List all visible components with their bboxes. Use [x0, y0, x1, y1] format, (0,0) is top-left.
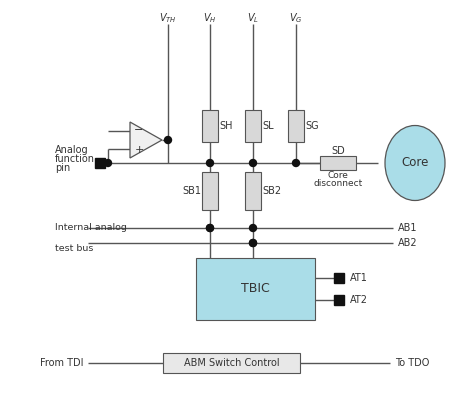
Text: Core: Core — [328, 170, 348, 180]
Text: disconnect: disconnect — [314, 178, 362, 188]
Text: SG: SG — [305, 121, 319, 131]
Text: test bus: test bus — [55, 244, 93, 253]
Text: pin: pin — [55, 163, 70, 173]
Text: Core: Core — [401, 156, 429, 170]
Text: TBIC: TBIC — [241, 282, 270, 296]
Circle shape — [207, 224, 213, 232]
Bar — [202, 172, 218, 210]
Ellipse shape — [385, 126, 445, 200]
Circle shape — [207, 160, 213, 166]
Text: SH: SH — [219, 121, 233, 131]
Text: SB1: SB1 — [182, 186, 201, 196]
Text: ABM Switch Control: ABM Switch Control — [184, 358, 279, 368]
Text: AB2: AB2 — [398, 238, 418, 248]
Circle shape — [292, 160, 299, 166]
Circle shape — [165, 136, 171, 144]
Text: AB1: AB1 — [398, 223, 418, 233]
Bar — [196, 258, 315, 320]
Text: SB2: SB2 — [262, 186, 281, 196]
Text: $V_{G}$: $V_{G}$ — [289, 11, 303, 25]
Text: function: function — [55, 154, 95, 164]
Circle shape — [105, 160, 112, 166]
Text: Internal analog: Internal analog — [55, 222, 127, 232]
Bar — [334, 294, 344, 304]
Bar — [320, 156, 356, 170]
Polygon shape — [130, 122, 162, 158]
Text: $V_{H}$: $V_{H}$ — [203, 11, 217, 25]
Text: SD: SD — [331, 146, 345, 156]
Circle shape — [250, 160, 256, 166]
Text: AT2: AT2 — [350, 294, 368, 304]
Text: Analog: Analog — [55, 145, 89, 155]
Text: To TDO: To TDO — [395, 358, 430, 368]
Text: $V_{TH}$: $V_{TH}$ — [159, 11, 177, 25]
Text: −: − — [134, 125, 143, 135]
Bar — [288, 110, 304, 142]
Circle shape — [250, 240, 256, 246]
Bar — [334, 274, 344, 284]
Bar — [245, 172, 261, 210]
Circle shape — [250, 224, 256, 232]
Circle shape — [207, 224, 213, 232]
Bar — [245, 110, 261, 142]
Circle shape — [250, 240, 256, 246]
Text: From TDI: From TDI — [39, 358, 83, 368]
Text: AT1: AT1 — [350, 274, 368, 284]
Bar — [163, 353, 300, 373]
Text: SL: SL — [262, 121, 274, 131]
Text: +: + — [134, 145, 143, 155]
Bar — [95, 158, 105, 168]
Text: $V_{L}$: $V_{L}$ — [247, 11, 259, 25]
Bar — [202, 110, 218, 142]
